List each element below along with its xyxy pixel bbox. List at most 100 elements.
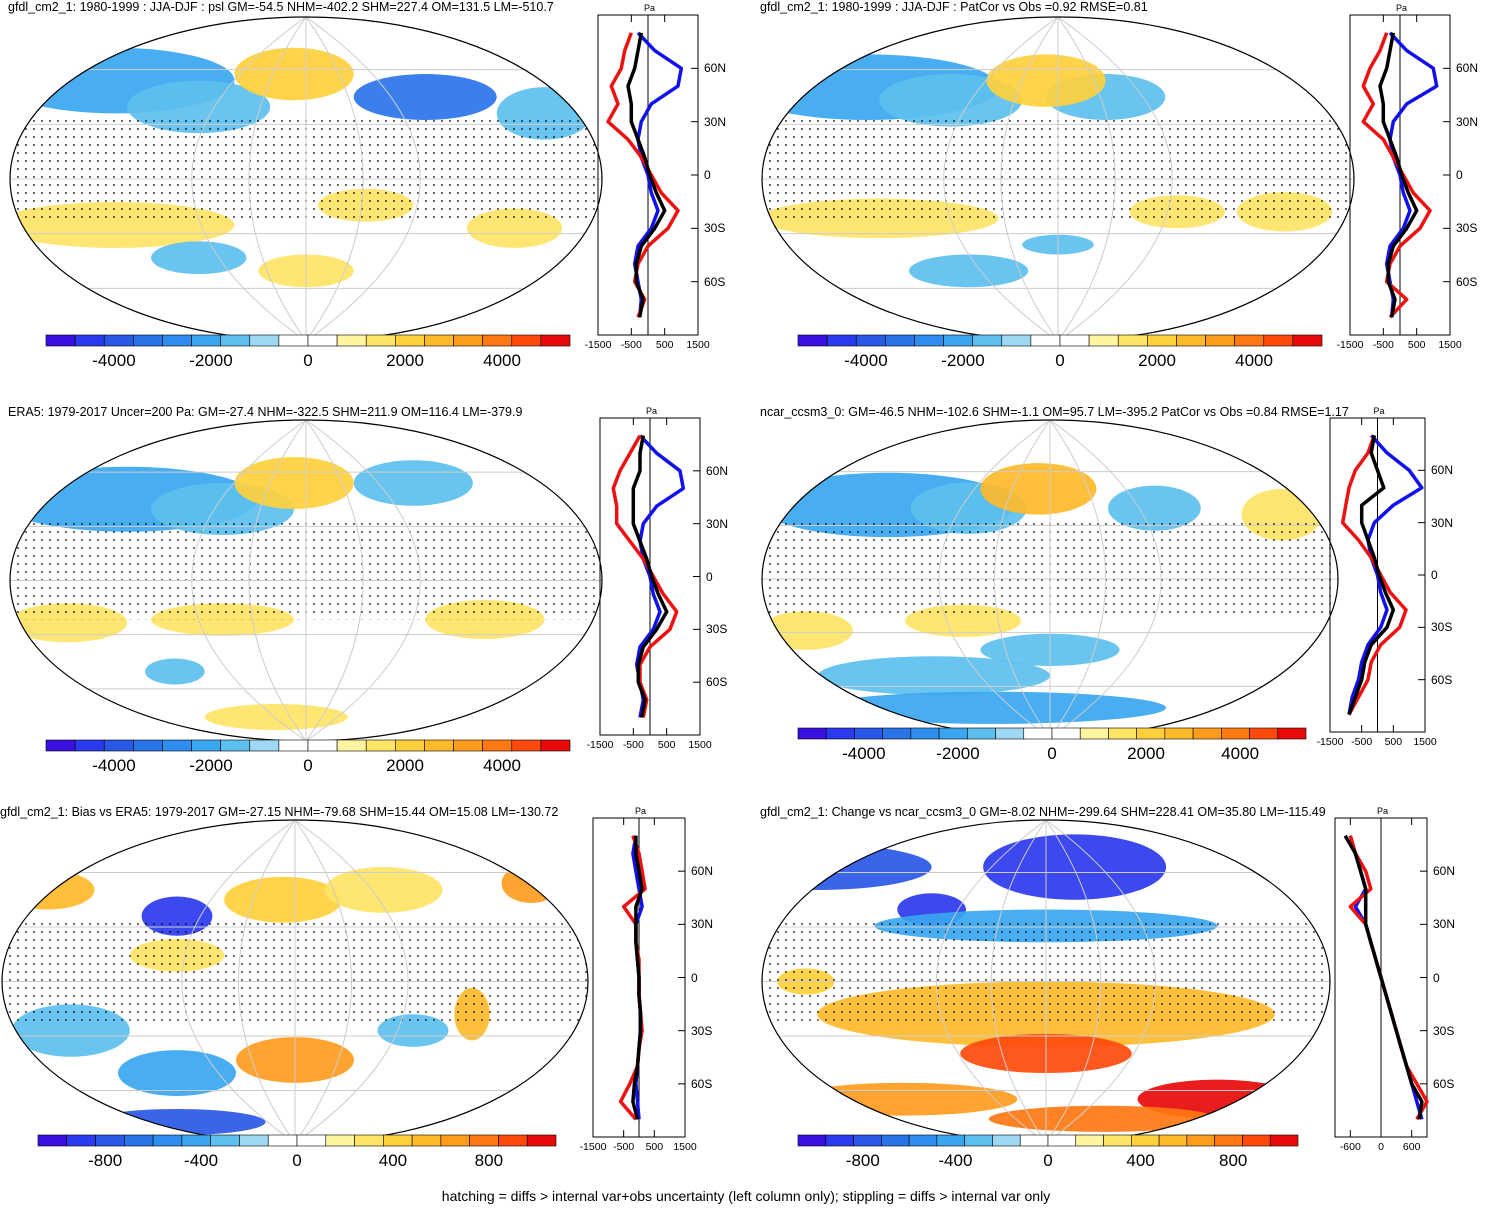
profile-x-tick-label: -500: [1372, 339, 1394, 351]
colorbar-swatch: [278, 739, 309, 752]
colorbar-swatch: [825, 727, 855, 740]
colorbar-tick-label: -4000: [842, 744, 886, 763]
colorbar-swatch: [103, 739, 134, 752]
profile-y-tick-label: 60N: [1433, 864, 1456, 879]
profile-y-tick-label: 30S: [704, 221, 726, 236]
profile-y-tick-label: 0: [1431, 568, 1438, 582]
colorbar-swatch: [249, 739, 280, 752]
profile-line-black: [1343, 834, 1424, 1120]
colorbar-swatch: [1147, 334, 1177, 347]
profile-x-tick-label: -500: [613, 1141, 635, 1153]
panel-title: gfdl_cm2_1: Bias vs ERA5: 1979-2017 GM=-…: [0, 805, 559, 819]
colorbar-tick-label: 0: [1055, 351, 1065, 370]
colorbar-swatch: [133, 739, 163, 752]
world-map: [9, 419, 603, 742]
map-field: [762, 17, 1354, 341]
anomaly-region: [324, 867, 443, 913]
profile-y-tick-label: 0: [706, 569, 713, 584]
anomaly-region: [145, 658, 205, 685]
profile-y-tick-label: 0: [704, 168, 711, 182]
colorbar-swatch: [482, 739, 513, 752]
colorbar-swatch: [1023, 727, 1053, 740]
colorbar-tick-label: 4000: [1221, 744, 1260, 763]
profile-x-tick-label: -500: [1351, 736, 1373, 748]
profile-y-tick-label: 30S: [706, 622, 728, 637]
profile-x-tick-label: 500: [655, 339, 674, 351]
colorbar-swatch: [881, 1134, 910, 1147]
profile-y-tick-label: 60N: [1431, 463, 1454, 478]
longitude-gridline: [181, 820, 296, 1143]
longitude-gridline: [305, 420, 421, 741]
profile-x-tick-label: -1500: [579, 1141, 607, 1153]
profile-line-blue: [1384, 31, 1439, 318]
anomaly-region: [879, 74, 1023, 127]
colorbar-swatch: [1117, 334, 1148, 347]
colorbar-tick-label: 800: [1218, 1151, 1248, 1170]
anomaly-region: [2, 870, 95, 910]
colorbar-swatch: [511, 739, 542, 752]
anomaly-region: [818, 691, 1166, 724]
anomaly-region: [353, 74, 497, 120]
colorbar-swatch: [95, 1134, 125, 1147]
colorbar-swatch: [992, 1134, 1021, 1147]
colorbar-swatch: [885, 334, 915, 347]
colorbar-swatch: [239, 1134, 269, 1147]
colorbar-swatch: [964, 1134, 993, 1147]
profile-y-tick-label: 30S: [1433, 1023, 1455, 1038]
colorbar-swatch: [162, 334, 192, 347]
colorbar-swatch: [66, 1134, 96, 1147]
profile-y-tick-label: 30N: [1433, 917, 1456, 932]
longitude-gridline: [294, 820, 409, 1143]
colorbar-swatch: [936, 1134, 965, 1147]
profile-x-tick-label: 500: [1384, 736, 1403, 748]
colorbar-swatch: [511, 334, 542, 347]
colorbar: [45, 334, 571, 347]
colorbar-swatch: [1136, 727, 1166, 740]
longitude-gridline: [191, 17, 307, 341]
profile-line-blue: [1347, 434, 1424, 715]
longitude-gridline: [943, 17, 1059, 341]
longitude-gridline: [1000, 17, 1059, 341]
colorbar-swatch: [938, 727, 968, 740]
colorbar-swatch: [74, 739, 105, 752]
colorbar-tick-label: 2000: [1138, 351, 1176, 370]
zonal-profile: [592, 817, 686, 1138]
profile-y-tick-label: 60N: [706, 463, 729, 478]
colorbar-swatch: [908, 1134, 938, 1147]
profile-y-tick-label: 60N: [704, 61, 727, 76]
colorbar-tick-label: 800: [474, 1151, 504, 1170]
profile-x-tick-label: -1500: [586, 739, 614, 751]
longitude-gridline: [294, 820, 353, 1143]
anomaly-region: [988, 1105, 1218, 1132]
colorbar-tick-label: -800: [88, 1151, 123, 1170]
colorbar-tick-label: -4000: [92, 756, 136, 775]
profile-y-tick-label: 60N: [691, 864, 714, 879]
profile-x-tick-label: -1500: [1336, 339, 1364, 351]
colorbar-swatch: [354, 1134, 384, 1147]
profile-y-tick-label: 60S: [1456, 274, 1478, 289]
profile-y-tick-label: 30N: [1431, 515, 1454, 530]
colorbar-swatch: [440, 1134, 470, 1147]
profile-x-tick-label: -1500: [584, 339, 612, 351]
longitude-gridline: [990, 820, 1047, 1143]
colorbar-swatch: [826, 334, 857, 347]
colorbar-tick-label: 0: [292, 1151, 302, 1170]
profile-x-tick-label: -600: [1339, 1141, 1361, 1153]
profile-line-black: [631, 835, 644, 1120]
profile-y-tick-label: 0: [1456, 168, 1463, 182]
colorbar: [45, 739, 571, 752]
world-map: [761, 16, 1355, 342]
colorbar-swatch: [482, 334, 513, 347]
longitude-gridline: [938, 420, 1051, 738]
colorbar-tick-label: -4000: [844, 351, 888, 370]
colorbar-swatch: [267, 1134, 298, 1147]
colorbar-tick-label: 2000: [386, 351, 424, 370]
colorbar-tick-label: 400: [378, 1151, 408, 1170]
profile-line-red: [1340, 434, 1408, 716]
colorbar-tick-label: 4000: [483, 756, 521, 775]
colorbar-swatch: [1001, 334, 1032, 347]
colorbar-swatch: [1131, 1134, 1160, 1147]
colorbar-swatch: [152, 1134, 183, 1147]
colorbar-swatch: [1186, 1134, 1215, 1147]
colorbar-swatch: [1088, 334, 1119, 347]
